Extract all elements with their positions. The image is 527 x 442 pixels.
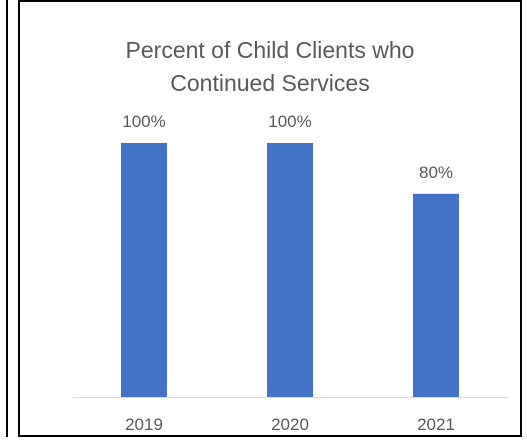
adjacent-frame-edge — [0, 0, 8, 437]
bar-2019 — [121, 143, 167, 397]
x-tick-label-2019: 2019 — [125, 415, 163, 434]
x-tick-label-2020: 2020 — [271, 415, 309, 434]
data-label-2021: 80% — [419, 163, 453, 182]
data-label-2020: 100% — [268, 112, 311, 131]
bar-2020 — [267, 143, 313, 397]
data-label-2019: 100% — [122, 112, 165, 131]
bar-2021 — [413, 193, 459, 397]
chart-title-line-1: Percent of Child Clients who — [125, 37, 415, 63]
x-tick-label-2021: 2021 — [417, 415, 455, 434]
chart-title-line-2: Continued Services — [170, 70, 370, 96]
